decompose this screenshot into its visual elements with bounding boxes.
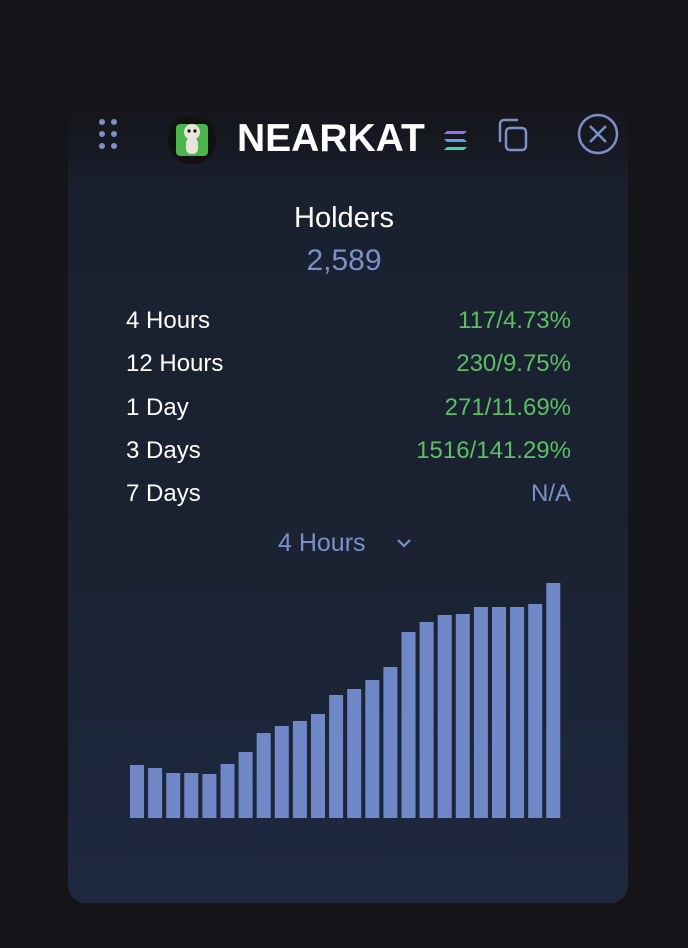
bar [238,752,253,818]
bar [184,773,199,818]
token-icon [168,116,216,164]
holders-label: Holders [294,202,394,234]
bar [546,583,561,818]
bar [365,680,380,818]
bar [292,721,307,818]
bar [220,764,235,818]
copy-button[interactable] [498,118,528,152]
bar [130,765,144,818]
period-label: 3 Days [126,436,201,464]
bar [166,773,181,818]
close-button[interactable] [577,113,619,155]
period-label: 1 Day [126,393,189,421]
bar [455,614,470,818]
bar [437,615,452,818]
bar [347,689,362,818]
bar [510,607,525,818]
dropdown-caret[interactable] [397,539,411,548]
period-change: 230/9.75% [456,350,571,378]
bar [473,607,488,818]
bar [528,604,543,818]
period-change: 117/4.73% [458,307,571,334]
chain-icon [444,131,467,150]
bar [148,768,163,818]
period-change: 1516/141.29% [416,436,571,464]
period-change: N/A [530,480,571,508]
period-label: 12 Hours [126,350,224,378]
bar [256,733,271,818]
bar [202,774,217,818]
holders-value: 2,589 [306,244,382,277]
bar [492,607,506,818]
bar [274,726,289,818]
period-label: 7 Days [126,480,201,508]
period-change: 271/11.69% [444,393,571,421]
bar [329,695,344,818]
bar [311,714,325,818]
period-dropdown[interactable]: 4 Hours [278,529,366,557]
token-name: NEARKAT [237,117,425,160]
bar [383,667,398,818]
drag-handle[interactable] [99,119,117,149]
bar [419,622,434,818]
bar [401,632,416,818]
period-label: 4 Hours [126,307,211,334]
